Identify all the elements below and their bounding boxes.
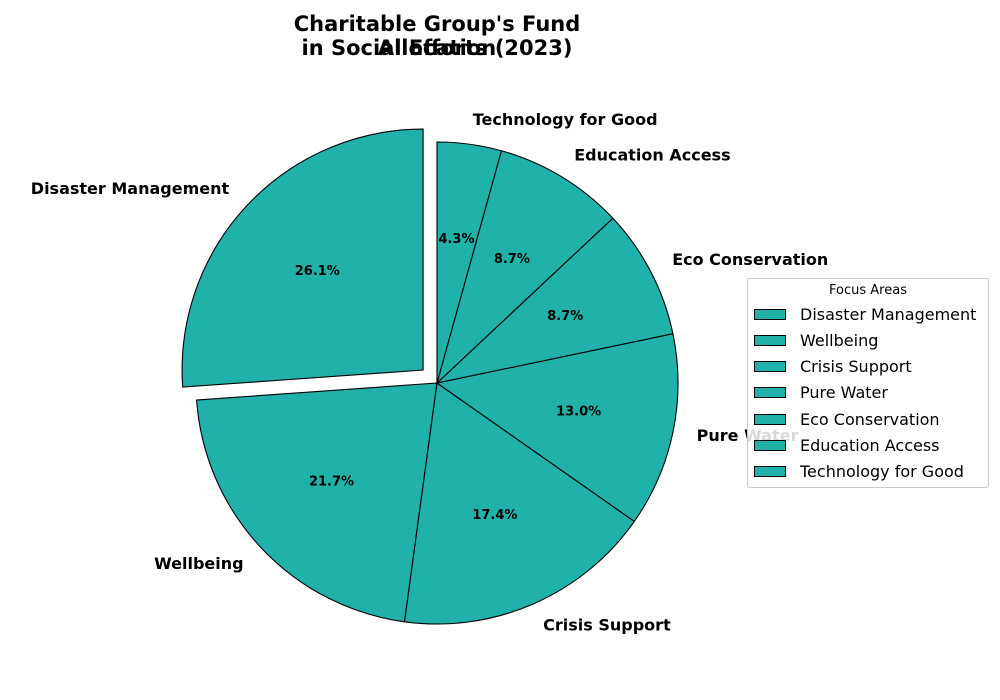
- legend-label: Eco Conservation: [800, 409, 940, 429]
- legend-swatch: [754, 387, 786, 399]
- pct-label-eco-conservation: 8.7%: [547, 309, 583, 324]
- legend-item-crisis-support: Crisis Support: [754, 357, 912, 377]
- legend-swatch: [754, 334, 786, 346]
- pct-label-technology-for-good: 4.3%: [438, 232, 474, 247]
- legend-label: Crisis Support: [800, 357, 912, 377]
- pie-slice-eco-conservation: [435, 217, 674, 384]
- pie-slice-wellbeing: [196, 382, 438, 623]
- pie-slice-pure-water: [435, 333, 679, 523]
- legend-swatch: [754, 361, 786, 373]
- legend-item-disaster-management: Disaster Management: [754, 304, 976, 324]
- pie-slice-disaster-management: [181, 128, 424, 388]
- pct-label-wellbeing: 21.7%: [309, 474, 354, 489]
- pct-label-crisis-support: 17.4%: [472, 508, 517, 523]
- pct-label-pure-water: 13.0%: [556, 405, 601, 420]
- legend-swatch: [754, 466, 786, 478]
- legend-label: Pure Water: [800, 383, 888, 403]
- slice-label-disaster-management: Disaster Management: [31, 179, 230, 198]
- legend-item-technology-for-good: Technology for Good: [754, 462, 964, 482]
- legend-swatch: [754, 413, 786, 425]
- slice-label-wellbeing: Wellbeing: [154, 554, 244, 573]
- legend-item-eco-conservation: Eco Conservation: [754, 409, 940, 429]
- legend-label: Wellbeing: [800, 330, 879, 350]
- legend-label: Disaster Management: [800, 304, 977, 324]
- pct-label-education-access: 8.7%: [494, 252, 530, 267]
- legend-item-pure-water: Pure Water: [754, 383, 888, 403]
- slice-label-education-access: Education Access: [574, 146, 730, 165]
- chart-title-line-1: Charitable Group's Fund Allocation: [293, 12, 581, 60]
- legend: Focus Areas Disaster Management Wellbeing…: [747, 278, 989, 488]
- slice-label-crisis-support: Crisis Support: [543, 615, 671, 634]
- pie-slice-education-access: [435, 150, 614, 385]
- slice-label-technology-for-good: Technology for Good: [473, 110, 658, 129]
- legend-item-education-access: Education Access: [754, 436, 940, 456]
- chart-title-line-2: in Social Efforts (2023): [301, 36, 573, 60]
- legend-swatch: [754, 440, 786, 451]
- legend-label: Technology for Good: [800, 462, 964, 482]
- slice-label-eco-conservation: Eco Conservation: [672, 250, 828, 269]
- legend-swatch: [754, 308, 786, 320]
- pie-slice-technology-for-good: [436, 141, 503, 384]
- legend-item-wellbeing: Wellbeing: [754, 330, 878, 350]
- legend-label: Education Access: [800, 436, 940, 455]
- legend-title: Focus Areas: [829, 283, 907, 298]
- pie-slice-crisis-support: [403, 382, 636, 625]
- pct-label-disaster-management: 26.1%: [295, 264, 340, 279]
